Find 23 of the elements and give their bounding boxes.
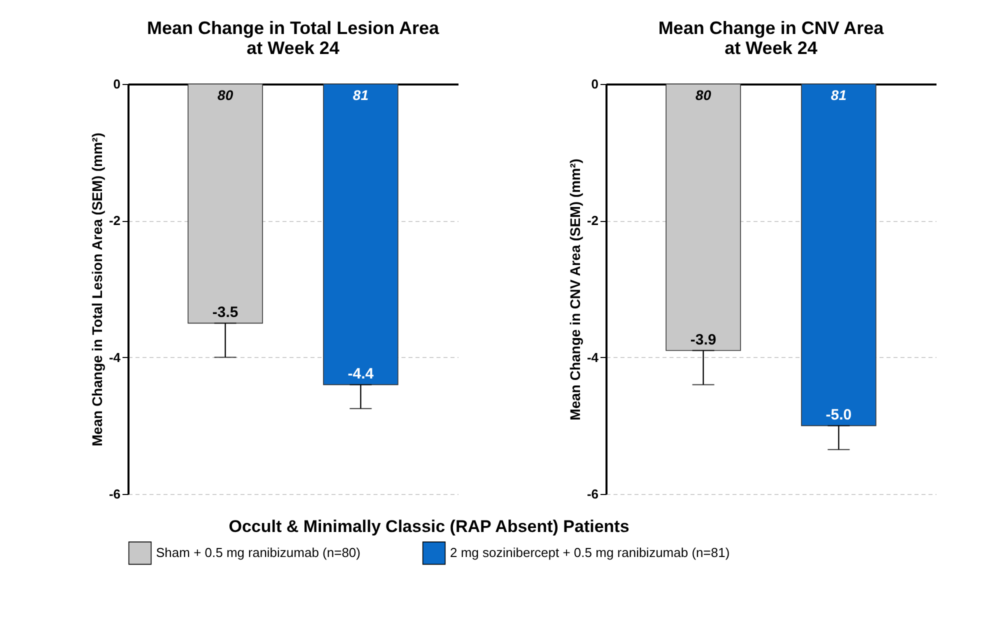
y-tick-label: -6 <box>108 486 120 502</box>
annotation: 80 <box>218 87 234 103</box>
legend-label: 2 mg sozinibercept + 0.5 mg ranibizumab (n=81) <box>450 545 730 560</box>
annotation: 81 <box>352 87 369 103</box>
y-tick-label: 0 <box>591 76 598 92</box>
y-axis-title: Mean Change in Total Lesion Area (SEM) (mm²) <box>88 132 105 446</box>
y-tick-label: -4 <box>108 350 122 365</box>
y-tick-label: -6 <box>586 486 598 502</box>
legend-label: Sham + 0.5 mg ranibizumab (n=80) <box>156 545 360 560</box>
data-label: -5.0 <box>826 406 852 424</box>
annotation: 80 <box>696 87 712 103</box>
y-tick-label: -2 <box>108 213 120 228</box>
data-label: -3.9 <box>690 332 716 348</box>
data-label: -3.5 <box>212 304 238 322</box>
annotation: 81 <box>830 87 847 103</box>
chart-title: Mean Change in Total Lesion Area at Week 24 <box>146 18 440 58</box>
y-axis-title: Mean Change in CNV Area (SEM) (mm²) <box>566 158 583 420</box>
data-label: -4.4 <box>348 366 374 383</box>
y-tick-label: -4 <box>586 350 600 365</box>
chart-title: Mean Change in CNV Area at Week 24 <box>658 18 885 58</box>
legend-title: Occult & Minimally Classic (RAP Absent) Patients <box>228 517 630 536</box>
y-tick-label: -2 <box>586 213 598 228</box>
y-tick-label: 0 <box>113 76 120 92</box>
